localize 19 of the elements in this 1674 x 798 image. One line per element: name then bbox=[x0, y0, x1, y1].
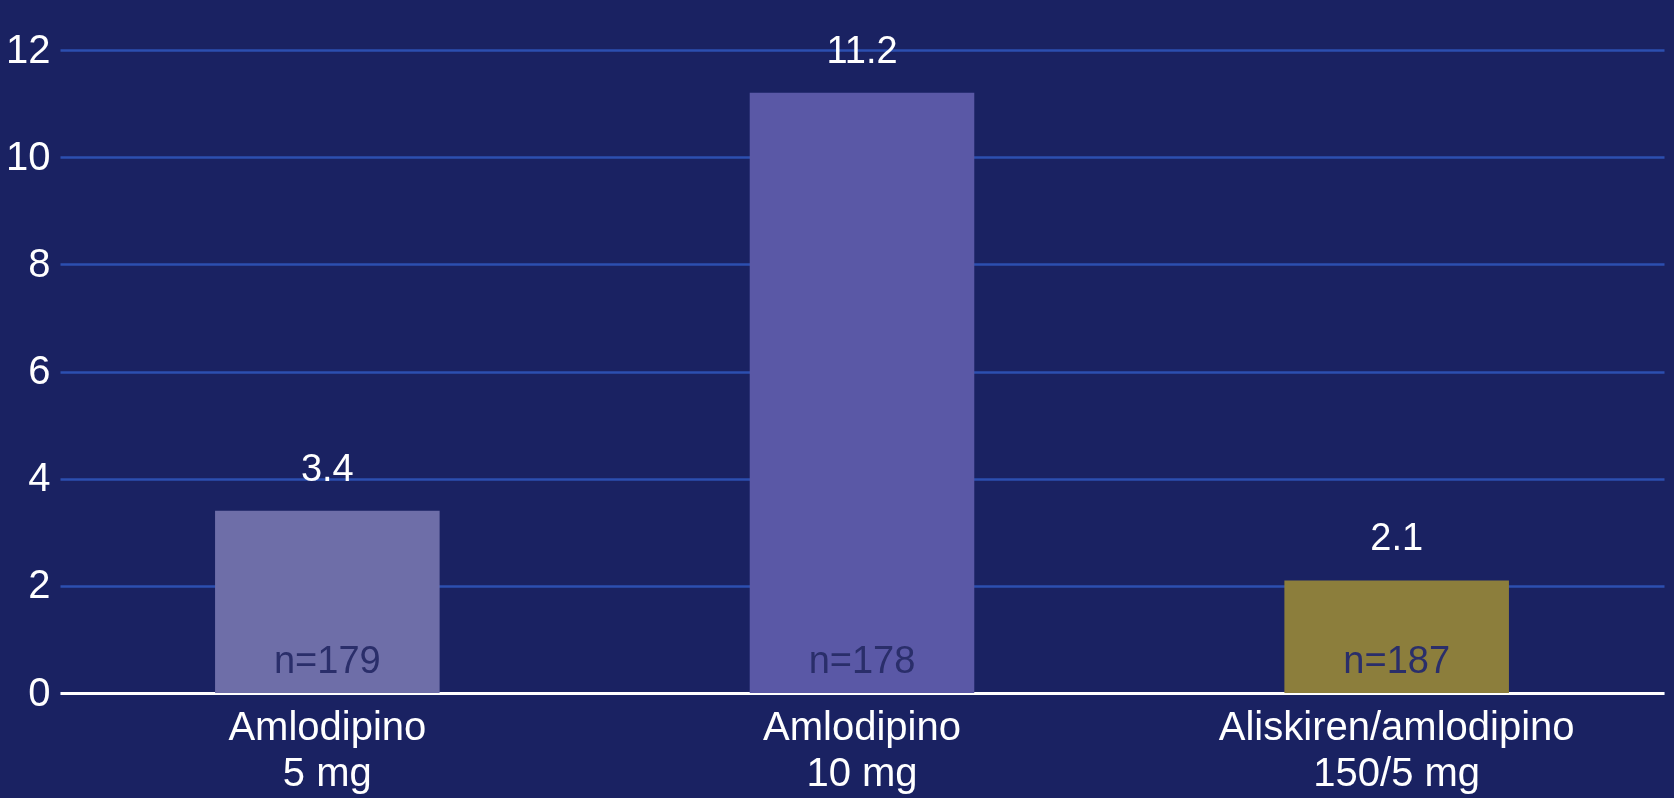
data-label: 2.1 bbox=[1370, 516, 1424, 559]
annotation: n=178 bbox=[808, 639, 916, 681]
y-tick-label: 2 bbox=[28, 562, 51, 607]
bar bbox=[749, 92, 975, 693]
y-tick-label: 10 bbox=[6, 133, 51, 178]
data-label: 3.4 bbox=[300, 446, 354, 489]
x-tick-label: Amlodipino 5 mg bbox=[228, 703, 427, 794]
y-tick-label: 12 bbox=[6, 26, 51, 71]
x-tick-label: Amlodipino 10 mg bbox=[763, 703, 961, 794]
y-tick-label: 4 bbox=[28, 455, 51, 500]
y-tick-label: 8 bbox=[28, 240, 51, 285]
x-tick-label: Aliskiren/amlodipino 150/5 mg bbox=[1218, 703, 1575, 794]
bar bbox=[1284, 580, 1509, 693]
annotation: n=179 bbox=[273, 639, 381, 681]
data-label: 11.2 bbox=[826, 28, 898, 71]
y-tick-label: 0 bbox=[28, 669, 51, 714]
y-tick-label: 6 bbox=[28, 348, 51, 392]
annotation: n=187 bbox=[1343, 639, 1451, 681]
bar bbox=[215, 510, 440, 693]
